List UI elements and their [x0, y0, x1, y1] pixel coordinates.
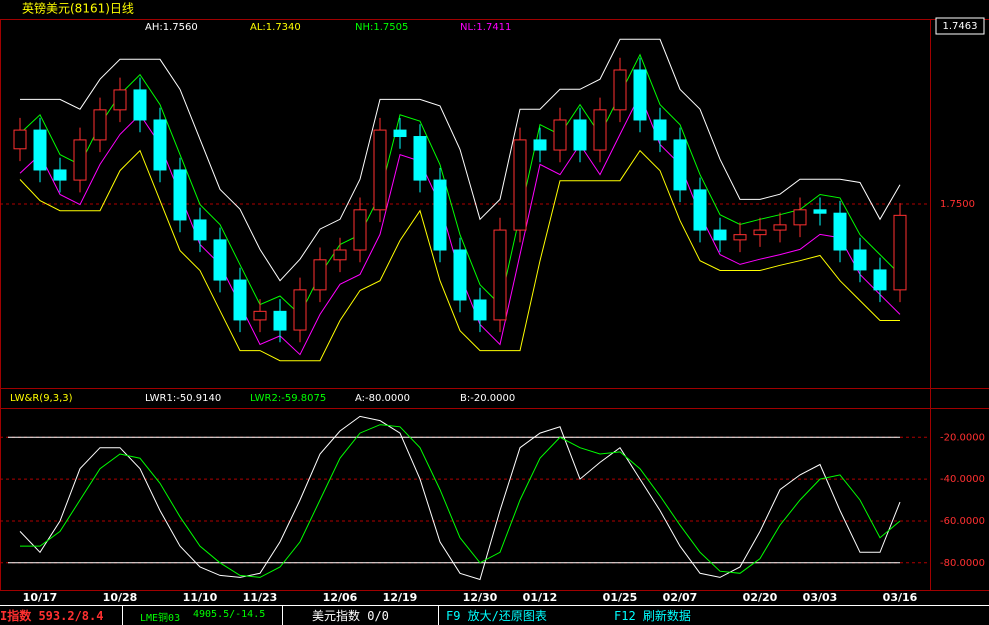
candle-body [533, 139, 547, 151]
y-tick-label: -20.0000 [940, 432, 985, 443]
candle-body [173, 169, 187, 221]
candle-body [853, 249, 867, 271]
x-tick-label: 02/20 [743, 591, 778, 604]
candle-body [473, 299, 487, 321]
legend-label: NH:1.7505 [355, 22, 408, 33]
separator [122, 606, 123, 625]
candle-body [153, 119, 167, 171]
legend-label: AH:1.7560 [145, 22, 198, 33]
y-tick-label: -40.0000 [940, 474, 985, 485]
candle-body [773, 224, 787, 231]
y-tick-label: -60.0000 [940, 516, 985, 527]
x-tick-label: 12/30 [463, 591, 498, 604]
x-tick-label: 12/06 [323, 591, 358, 604]
x-tick-label: 12/19 [383, 591, 418, 604]
x-tick-label: 01/25 [603, 591, 638, 604]
indicator-line [19, 415, 901, 581]
separator [282, 606, 283, 625]
x-tick-label: 10/17 [23, 591, 58, 604]
separator [438, 606, 439, 625]
candle-body [673, 139, 687, 191]
candle-body [793, 209, 807, 226]
candle-body [713, 229, 727, 241]
candle-body [613, 69, 627, 111]
reference-label: B:-20.0000 [460, 393, 515, 404]
y-tick-label: 1.7500 [940, 199, 975, 210]
reference-label: A:-80.0000 [355, 393, 410, 404]
candle-body [53, 169, 67, 181]
candle-body [253, 310, 267, 321]
status-item[interactable]: F12 刷新数据 [614, 609, 691, 623]
candle-body [413, 136, 427, 181]
candle-body [393, 129, 407, 138]
candle-body [453, 249, 467, 301]
x-tick-label: 01/12 [523, 591, 558, 604]
candle-body [273, 310, 287, 331]
candle-body [93, 109, 107, 141]
indicator-title: LW&R(9,3,3) [10, 393, 73, 404]
price-box [935, 17, 985, 35]
candle-body [133, 89, 147, 121]
x-tick-label: 11/10 [183, 591, 218, 604]
status-item: 4905.5/-14.5 [193, 609, 266, 620]
legend-label: AL:1.7340 [250, 22, 301, 33]
candle-body [733, 234, 747, 241]
x-tick-label: 10/28 [103, 591, 138, 604]
candle-body [813, 209, 827, 214]
indicator-line [20, 38, 901, 282]
candle-body [313, 259, 327, 291]
status-item: LME铜03 [140, 613, 181, 624]
x-tick-label: 03/03 [803, 591, 838, 604]
candle-body [353, 209, 367, 251]
x-tick-label: 11/23 [243, 591, 278, 604]
candle-body [573, 119, 587, 151]
candle-body [193, 219, 207, 241]
candle-body [493, 229, 507, 321]
x-tick-label: 02/07 [663, 591, 698, 604]
status-bar: I指数 593.2/8.4 LME铜03 4905.5/-14.5 美元指数 0… [0, 605, 989, 625]
candle-body [513, 139, 527, 231]
status-item: I指数 593.2/8.4 [0, 609, 104, 623]
candle-body [33, 129, 47, 171]
candle-body [753, 229, 767, 236]
candle-body [893, 214, 907, 291]
last-price: 1.7463 [943, 21, 978, 32]
y-tick-label: -80.0000 [940, 558, 985, 569]
candle-body [593, 109, 607, 151]
legend-label: NL:1.7411 [460, 22, 511, 33]
indicator-line [19, 149, 900, 362]
candle-body [233, 279, 247, 321]
status-item[interactable]: F9 放大/还原图表 [446, 609, 547, 623]
legend-label: LWR2:-59.8075 [250, 393, 326, 404]
candle-body [73, 139, 87, 181]
candle-body [373, 129, 387, 211]
candle-body [833, 212, 847, 251]
candle-body [653, 119, 667, 141]
candle-body [693, 189, 707, 231]
x-tick-label: 03/16 [883, 591, 918, 604]
chart: 英镑美元(8161)日线 1.7463 1.7500 AH:1.7560 AL:1.… [0, 0, 989, 605]
indicator-line [20, 424, 901, 578]
candle-body [113, 89, 127, 111]
candle-body [553, 119, 567, 151]
candle-body [873, 269, 887, 291]
indicator-line [19, 53, 901, 316]
candle-body [293, 289, 307, 331]
candle-body [333, 249, 347, 261]
legend-label: LWR1:-50.9140 [145, 393, 221, 404]
candle-body [13, 129, 27, 150]
candle-body [213, 239, 227, 281]
candle-body [633, 69, 647, 121]
chart-title: 英镑美元(8161)日线 [22, 1, 134, 16]
candle-body [433, 179, 447, 251]
status-item: 美元指数 0/0 [312, 609, 389, 623]
